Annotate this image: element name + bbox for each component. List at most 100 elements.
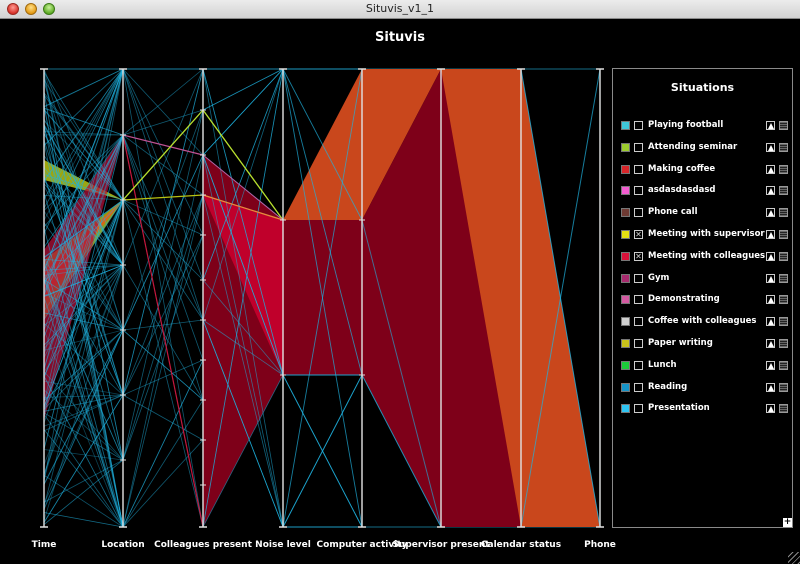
- grid-icon[interactable]: [779, 208, 788, 218]
- situation-label: asdasdasdasd: [648, 185, 716, 196]
- situation-label: Playing football: [648, 120, 724, 130]
- axis-label[interactable]: Calendar status: [480, 540, 562, 550]
- situation-checkbox[interactable]: [634, 360, 643, 370]
- color-swatch[interactable]: [621, 164, 630, 174]
- color-swatch[interactable]: [621, 339, 630, 348]
- grid-icon[interactable]: [779, 295, 788, 305]
- histogram-icon[interactable]: [766, 404, 775, 414]
- situation-checkbox[interactable]: [634, 142, 643, 152]
- situation-checkbox[interactable]: [634, 382, 643, 392]
- situation-checkbox[interactable]: [634, 121, 643, 130]
- situation-checkbox[interactable]: [634, 295, 643, 305]
- grid-icon[interactable]: [779, 382, 788, 392]
- axis-label[interactable]: Noise level: [255, 540, 311, 550]
- window-title: Situvis_v1_1: [365, 2, 435, 15]
- color-swatch[interactable]: [621, 142, 630, 152]
- window-close-button[interactable]: [7, 3, 19, 15]
- situation-checkbox[interactable]: ✕: [634, 251, 643, 261]
- situation-checkbox[interactable]: [634, 404, 643, 414]
- axis-label[interactable]: Computer activity: [316, 540, 408, 550]
- axis-label[interactable]: Time: [31, 540, 57, 550]
- histogram-icon[interactable]: [766, 186, 775, 196]
- color-swatch[interactable]: [621, 382, 630, 392]
- situation-label: Lunch: [648, 359, 677, 370]
- legend-item[interactable]: Paper writing: [621, 337, 791, 351]
- axis-label[interactable]: Location: [101, 540, 145, 550]
- color-swatch[interactable]: [621, 273, 630, 283]
- histogram-icon[interactable]: [766, 208, 775, 218]
- grid-icon[interactable]: [779, 317, 788, 327]
- situation-label: Meeting with colleagues: [648, 250, 766, 261]
- situation-label: Gym: [648, 272, 670, 283]
- color-swatch[interactable]: [621, 317, 630, 327]
- color-swatch[interactable]: [621, 295, 630, 305]
- histogram-icon[interactable]: [766, 164, 775, 174]
- situation-label: Reading: [648, 381, 688, 392]
- situation-checkbox[interactable]: [634, 273, 643, 283]
- color-swatch[interactable]: [621, 360, 630, 370]
- legend-item[interactable]: ✕ Meeting with colleagues: [621, 250, 791, 264]
- axis-label[interactable]: Phone: [584, 540, 616, 550]
- window-resize-grip[interactable]: [788, 552, 800, 564]
- legend-item[interactable]: Playing football: [621, 119, 791, 133]
- situation-label: Presentation: [648, 403, 710, 414]
- histogram-icon[interactable]: [766, 339, 775, 348]
- color-swatch[interactable]: [621, 186, 630, 196]
- color-swatch[interactable]: [621, 404, 630, 414]
- legend-item[interactable]: Demonstrating: [621, 293, 791, 307]
- app-title: Situvis: [375, 30, 425, 45]
- situations-legend: Situations Playing football Attending sem…: [612, 68, 793, 528]
- window-minimize-button[interactable]: [25, 3, 37, 15]
- histogram-icon[interactable]: [766, 295, 775, 305]
- grid-icon[interactable]: [779, 273, 788, 283]
- histogram-icon[interactable]: [766, 251, 775, 261]
- legend-item[interactable]: Making coffee: [621, 163, 791, 177]
- grid-icon[interactable]: [779, 230, 788, 239]
- legend-title: Situations: [670, 81, 735, 94]
- situation-checkbox[interactable]: [634, 164, 643, 174]
- histogram-icon[interactable]: [766, 360, 775, 370]
- legend-item[interactable]: Presentation: [621, 402, 791, 416]
- grid-icon[interactable]: [779, 360, 788, 370]
- situation-label: Demonstrating: [648, 294, 720, 305]
- histogram-icon[interactable]: [766, 121, 775, 130]
- color-swatch[interactable]: [621, 251, 630, 261]
- axis-label[interactable]: Supervisor present: [392, 540, 490, 550]
- situation-checkbox[interactable]: [634, 339, 643, 348]
- legend-item[interactable]: asdasdasdasd: [621, 184, 791, 198]
- histogram-icon[interactable]: [766, 382, 775, 392]
- window-titlebar: Situvis_v1_1: [0, 0, 800, 19]
- legend-item[interactable]: ✕ Meeting with supervisor: [621, 228, 791, 242]
- situation-checkbox[interactable]: [634, 186, 643, 196]
- grid-icon[interactable]: [779, 339, 788, 348]
- legend-item[interactable]: Reading: [621, 381, 791, 395]
- situation-checkbox[interactable]: ✕: [634, 230, 643, 239]
- grid-icon[interactable]: [779, 251, 788, 261]
- grid-icon[interactable]: [779, 164, 788, 174]
- grid-icon[interactable]: [779, 404, 788, 414]
- histogram-icon[interactable]: [766, 273, 775, 283]
- grid-icon[interactable]: [779, 186, 788, 196]
- situation-label: Making coffee: [648, 163, 716, 174]
- axis-label[interactable]: Colleagues present: [154, 540, 252, 550]
- color-swatch[interactable]: [621, 208, 630, 218]
- situation-checkbox[interactable]: [634, 317, 643, 327]
- legend-item[interactable]: Coffee with colleagues: [621, 315, 791, 329]
- grid-icon[interactable]: [779, 121, 788, 130]
- grid-icon[interactable]: [779, 142, 788, 152]
- histogram-icon[interactable]: [766, 142, 775, 152]
- add-situation-button[interactable]: +: [783, 517, 792, 527]
- color-swatch[interactable]: [621, 230, 630, 239]
- color-swatch[interactable]: [621, 121, 630, 130]
- situation-label: Meeting with supervisor: [648, 229, 765, 239]
- histogram-icon[interactable]: [766, 317, 775, 327]
- legend-item[interactable]: Gym: [621, 272, 791, 286]
- legend-item[interactable]: Lunch: [621, 359, 791, 373]
- histogram-icon[interactable]: [766, 230, 775, 239]
- situation-label: Attending seminar: [648, 141, 738, 152]
- window-maximize-button[interactable]: [43, 3, 55, 15]
- situation-checkbox[interactable]: [634, 208, 643, 218]
- legend-item[interactable]: Phone call: [621, 206, 791, 220]
- legend-item[interactable]: Attending seminar: [621, 141, 791, 155]
